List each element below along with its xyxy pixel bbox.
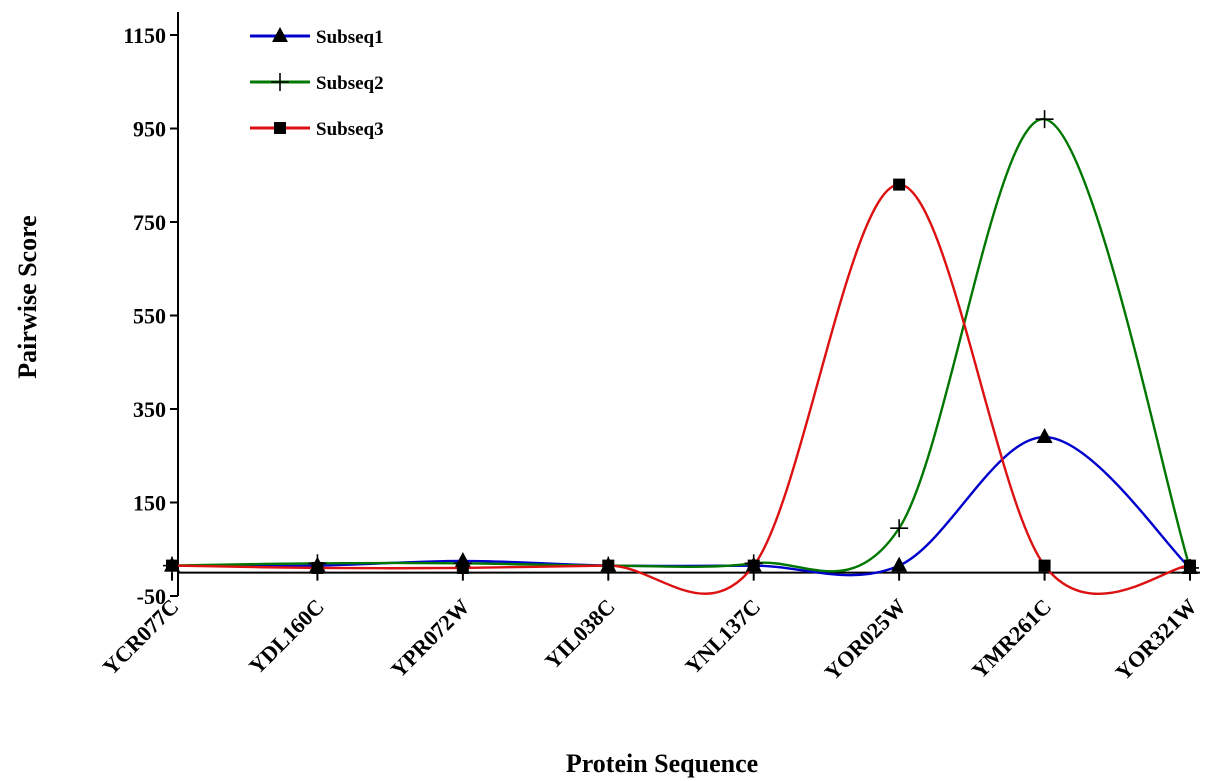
series-line bbox=[171, 183, 1191, 596]
data-point bbox=[166, 559, 178, 572]
y-tick-label: -50 bbox=[137, 584, 166, 609]
data-point bbox=[1184, 559, 1196, 572]
legend-item: Subseq2 bbox=[250, 73, 384, 94]
series-subseq1 bbox=[164, 428, 1198, 577]
x-axis-title: Protein Sequence bbox=[566, 749, 758, 778]
y-tick-label: 1150 bbox=[123, 23, 166, 48]
series-line bbox=[171, 117, 1192, 573]
data-point bbox=[602, 559, 615, 572]
data-point bbox=[747, 559, 760, 572]
legend-marker bbox=[274, 122, 286, 134]
y-tick-label: 350 bbox=[133, 397, 166, 422]
series-subseq3 bbox=[166, 178, 1196, 596]
data-point bbox=[890, 519, 909, 538]
x-tick-label: YOR321W bbox=[1110, 594, 1201, 685]
data-point bbox=[893, 178, 906, 191]
data-point bbox=[1035, 110, 1054, 129]
y-tick-label: 550 bbox=[133, 304, 166, 329]
data-point bbox=[1036, 428, 1053, 444]
data-point bbox=[311, 561, 324, 574]
x-tick-label: YIL038C bbox=[540, 594, 620, 674]
x-tick-label: YNL137C bbox=[680, 594, 765, 679]
y-axis-title: Pairwise Score bbox=[13, 215, 42, 378]
y-tick-label: 750 bbox=[133, 210, 166, 235]
data-point bbox=[1038, 559, 1051, 572]
x-tick-label: YOR025W bbox=[820, 594, 911, 685]
y-tick-label: 150 bbox=[133, 491, 166, 516]
data-point bbox=[891, 556, 908, 572]
legend: Subseq1 Subseq2 Subseq3 bbox=[250, 27, 384, 140]
legend-label: Subseq2 bbox=[316, 73, 384, 94]
legend-marker bbox=[271, 73, 289, 91]
data-point bbox=[456, 561, 469, 574]
y-tick-label: 950 bbox=[133, 117, 166, 142]
x-tick-label: YMR261C bbox=[967, 594, 1056, 683]
legend-item: Subseq3 bbox=[250, 119, 384, 140]
series-layer bbox=[163, 110, 1199, 596]
series-subseq2 bbox=[163, 110, 1199, 577]
x-tick-label: YDL160C bbox=[244, 594, 329, 679]
legend-marker bbox=[272, 27, 288, 42]
legend-label: Subseq1 bbox=[316, 27, 384, 48]
legend-label: Subseq3 bbox=[316, 119, 384, 140]
legend-item: Subseq1 bbox=[250, 27, 384, 48]
x-tick-label: YPR072W bbox=[386, 594, 475, 683]
